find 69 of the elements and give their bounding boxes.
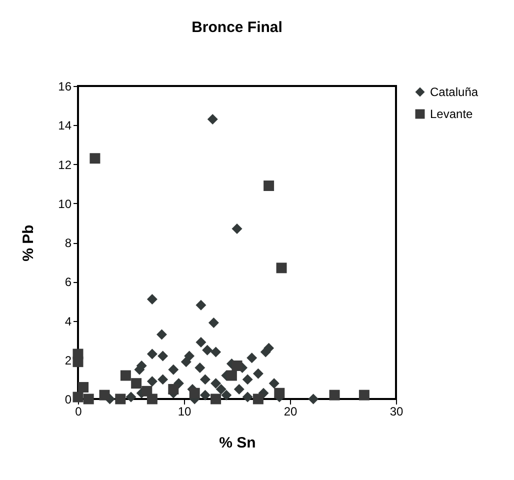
x-tick-label: 0	[75, 404, 82, 418]
point	[264, 342, 274, 354]
point	[210, 394, 222, 404]
point	[120, 370, 131, 381]
y-tick-label: 10	[58, 196, 72, 211]
legend-label: Cataluña	[430, 85, 478, 99]
chart-title: Bronce Final	[192, 19, 282, 36]
x-tick-label: 20	[284, 404, 298, 418]
point	[200, 390, 210, 400]
point	[252, 394, 264, 404]
point	[72, 392, 84, 402]
y-tick-label: 8	[64, 236, 72, 250]
y-tick-label: 14	[58, 118, 72, 133]
point	[194, 362, 206, 373]
legend-label: Levante	[430, 107, 474, 121]
y-tick-label: 0	[64, 392, 72, 406]
point	[168, 364, 179, 375]
point	[232, 360, 242, 371]
point	[274, 388, 285, 398]
point	[226, 370, 237, 381]
point	[168, 384, 179, 394]
point	[72, 356, 84, 368]
point	[210, 346, 222, 358]
point	[146, 348, 158, 360]
point	[131, 378, 142, 389]
x-tick-label: 10	[178, 404, 192, 418]
point	[202, 344, 213, 356]
point	[268, 378, 280, 389]
point	[99, 390, 110, 400]
point	[242, 392, 253, 402]
y-tick-label: 2	[64, 353, 72, 368]
point	[246, 352, 258, 364]
point	[83, 394, 94, 404]
point	[156, 329, 167, 340]
y-axis-title: % Pb	[20, 224, 38, 262]
point	[115, 394, 126, 404]
point	[264, 180, 274, 192]
point	[207, 114, 218, 124]
y-tick-label: 16	[58, 80, 72, 94]
point	[146, 294, 158, 304]
point	[189, 388, 200, 398]
y-tick-label: 12	[58, 158, 72, 172]
point	[126, 392, 136, 402]
x-tick-label: 30	[390, 404, 404, 418]
y-tick-label: 4	[64, 314, 72, 328]
point	[208, 317, 219, 328]
point	[196, 300, 206, 310]
point	[78, 382, 89, 393]
point	[329, 390, 340, 400]
point	[221, 390, 232, 400]
point	[142, 386, 152, 396]
point	[276, 262, 287, 274]
point	[210, 378, 222, 389]
point	[90, 153, 100, 164]
point	[196, 337, 206, 348]
point	[308, 394, 319, 404]
point	[200, 374, 210, 385]
point	[242, 374, 253, 385]
point	[158, 374, 168, 385]
x-axis-title: % Sn	[219, 434, 256, 452]
point	[358, 390, 370, 400]
point	[180, 356, 192, 368]
point	[158, 350, 168, 362]
point	[232, 224, 242, 234]
point	[216, 384, 226, 394]
point	[252, 368, 264, 379]
point	[146, 376, 158, 387]
y-tick-label: 6	[64, 275, 72, 290]
point	[234, 384, 244, 394]
